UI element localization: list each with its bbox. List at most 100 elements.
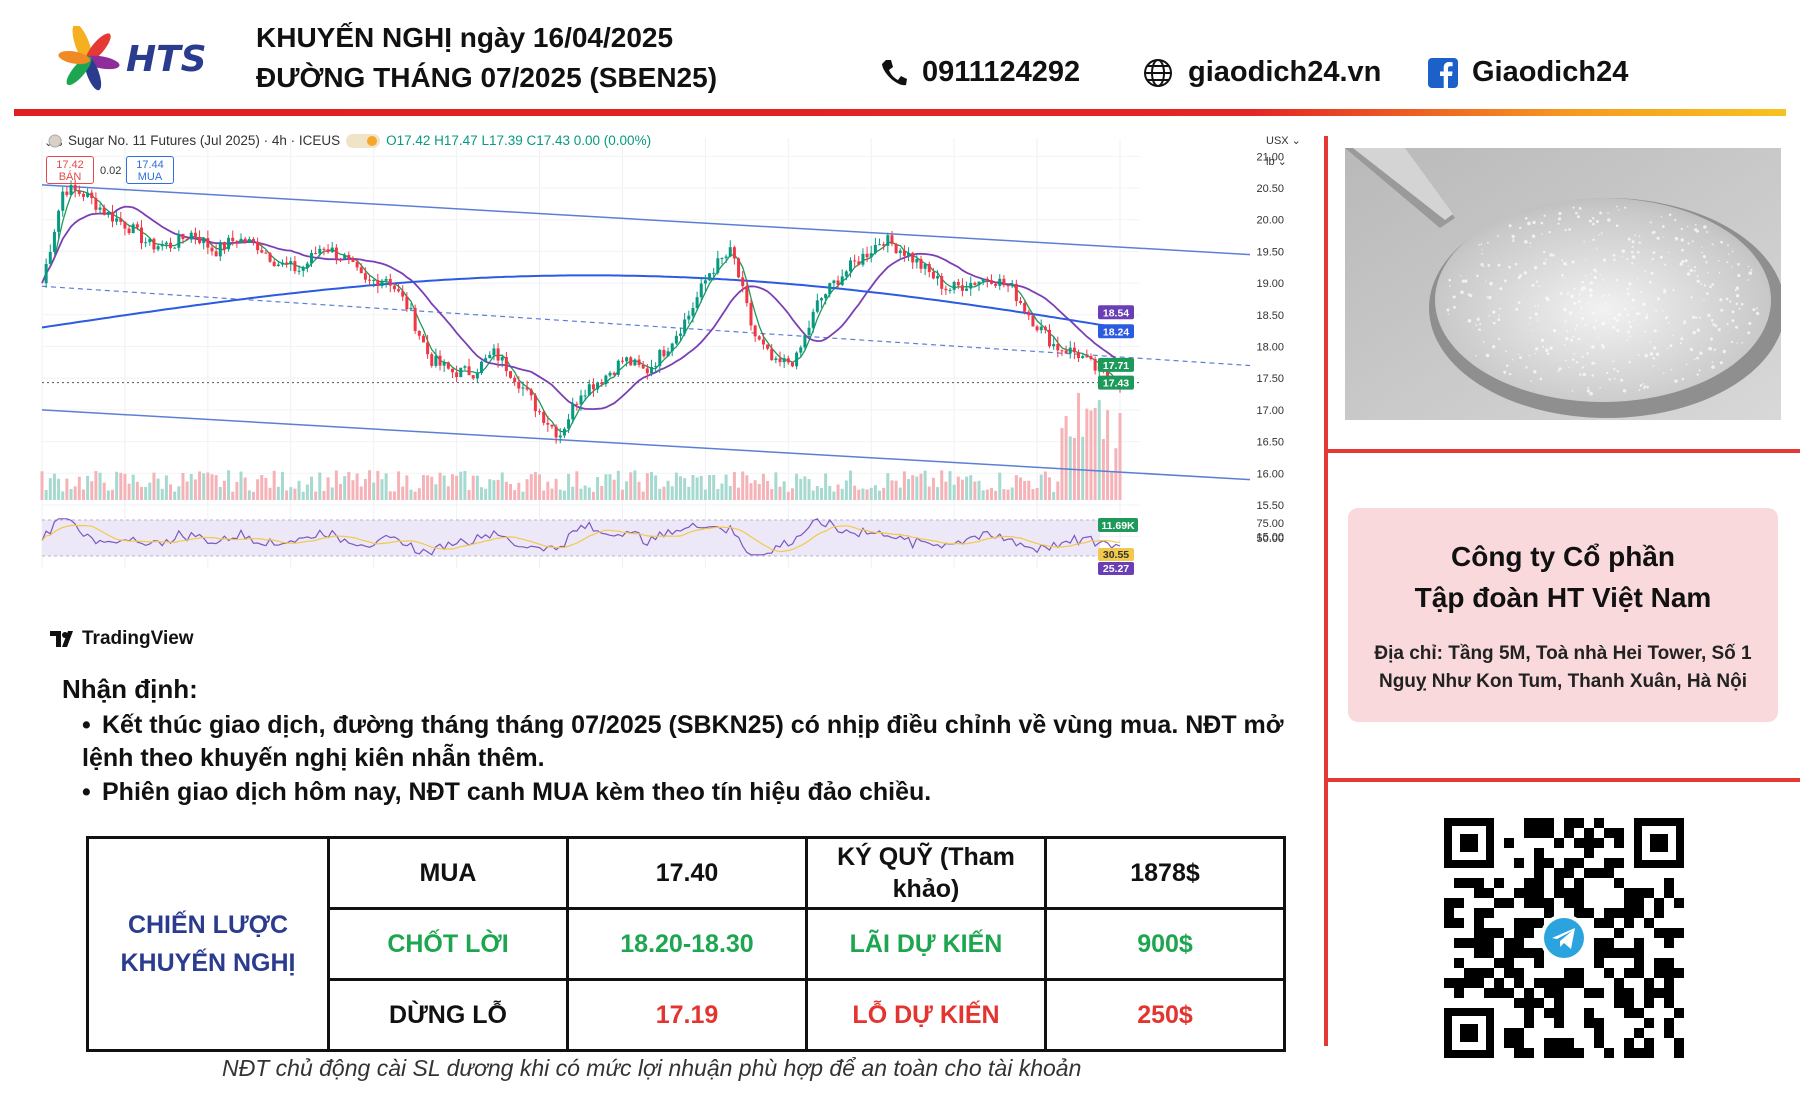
sugar-grain xyxy=(1599,211,1603,215)
candle-body xyxy=(529,389,533,396)
phone-contact[interactable]: 0911124292 xyxy=(880,56,1080,89)
sugar-grain xyxy=(1701,251,1703,254)
volume-bar xyxy=(351,480,355,500)
qr-module xyxy=(1634,1008,1644,1018)
candle-body xyxy=(1002,278,1006,286)
sugar-grain xyxy=(1652,230,1656,234)
company-card: Công ty Cổ phần Tập đoàn HT Việt Nam Địa… xyxy=(1348,508,1778,722)
candle-body xyxy=(533,395,537,412)
volume-bar xyxy=(504,481,508,500)
price-tag: 18.24 xyxy=(1098,324,1134,339)
sugar-grain xyxy=(1601,345,1605,349)
qr-module xyxy=(1534,858,1544,868)
sugar-grain xyxy=(1573,287,1576,290)
candle-body xyxy=(575,403,579,405)
volume-bar xyxy=(185,481,189,500)
unit-select[interactable]: lb ⌄ xyxy=(1266,156,1287,168)
sugar-grain xyxy=(1592,312,1595,315)
sugar-grain xyxy=(1592,217,1595,220)
volume-bar xyxy=(301,491,305,500)
sugar-grain xyxy=(1524,217,1528,220)
candle-body xyxy=(164,242,168,245)
volume-bar xyxy=(902,471,906,500)
candle-body xyxy=(1043,326,1047,330)
volume-bar xyxy=(152,472,156,500)
volume-bar xyxy=(625,481,629,500)
price-chart[interactable]: 21.00 20.50 20.00 19.50 19.00 18.50 18.00 17.50… xyxy=(40,128,1320,658)
qr-module xyxy=(1614,858,1624,868)
candle-body xyxy=(633,359,637,366)
strategy-table: CHIẾN LƯỢC KHUYẾN NGHỊ MUA 17.40 KÝ QUỸ … xyxy=(86,836,1286,1052)
sugar-grain xyxy=(1707,313,1711,317)
qr-module xyxy=(1464,978,1474,988)
sugar-grain xyxy=(1459,275,1462,277)
currency-select[interactable]: USX ⌄ xyxy=(1266,135,1301,147)
sugar-grain xyxy=(1532,330,1534,332)
sugar-grain xyxy=(1533,266,1538,270)
sugar-grain xyxy=(1646,313,1649,316)
candle-body xyxy=(57,210,61,232)
candle-body xyxy=(936,276,940,279)
volume-bar xyxy=(956,476,960,500)
buy-button[interactable]: 17.44 MUA xyxy=(126,156,174,184)
chart-symbol-bar[interactable]: Sugar No. 11 Futures (Jul 2025) · 4h · I… xyxy=(48,133,651,148)
sugar-grain xyxy=(1672,289,1675,292)
candle-body xyxy=(148,238,152,243)
sugar-grain xyxy=(1533,370,1537,374)
sugar-grain xyxy=(1527,221,1531,226)
sugar-grain xyxy=(1546,352,1550,355)
sugar-grain xyxy=(1626,301,1628,304)
qr-module xyxy=(1534,998,1544,1008)
instrument-title: ĐƯỜNG THÁNG 07/2025 (SBEN25) xyxy=(256,62,718,93)
candle-body xyxy=(492,348,496,355)
candle-body xyxy=(902,250,906,256)
qr-module xyxy=(1544,828,1554,838)
volume-bar xyxy=(662,486,666,500)
volume-bar xyxy=(247,490,251,500)
telegram-qr-code[interactable] xyxy=(1444,818,1684,1058)
sugar-grain xyxy=(1591,361,1595,365)
volume-bar xyxy=(455,475,459,500)
candle-body xyxy=(110,211,114,222)
sugar-grain xyxy=(1680,238,1684,242)
candle-body xyxy=(123,221,127,229)
qr-module xyxy=(1654,928,1664,938)
sugar-grain xyxy=(1652,357,1656,360)
volume-bar xyxy=(679,476,683,500)
website-link[interactable]: giaodich24.vn xyxy=(1142,56,1381,89)
qr-module xyxy=(1534,888,1544,898)
table-row: CHIẾN LƯỢC KHUYẾN NGHỊ MUA 17.40 KÝ QUỸ … xyxy=(86,836,1286,1052)
sugar-grain xyxy=(1710,337,1713,341)
qr-module xyxy=(1664,968,1674,978)
sugar-grain xyxy=(1752,308,1756,312)
sugar-grain xyxy=(1506,365,1508,368)
candle-body xyxy=(127,228,131,234)
sugar-grain xyxy=(1731,266,1733,268)
sugar-grain xyxy=(1467,293,1471,296)
sugar-grain xyxy=(1572,206,1575,209)
sell-button[interactable]: 17.42 BÁN xyxy=(46,156,94,184)
candle-body xyxy=(977,281,981,285)
volume-bar xyxy=(824,473,828,500)
qr-module xyxy=(1584,988,1594,998)
candle-body xyxy=(670,343,674,352)
volume-bar xyxy=(1023,481,1027,500)
candle-body xyxy=(807,327,811,336)
qr-module xyxy=(1524,918,1534,928)
volume-bar xyxy=(243,477,247,500)
volume-bar xyxy=(48,478,52,500)
sugar-grain xyxy=(1735,302,1739,306)
facebook-link[interactable]: Giaodich24 xyxy=(1428,56,1628,89)
qr-module xyxy=(1644,888,1654,898)
qr-module xyxy=(1564,828,1574,838)
sugar-grain xyxy=(1534,353,1536,355)
candle-body xyxy=(496,348,500,361)
sugar-grain xyxy=(1519,274,1522,278)
sugar-grain xyxy=(1573,353,1576,355)
candle-body xyxy=(886,235,890,246)
sugar-grain xyxy=(1536,320,1539,322)
sugar-grain xyxy=(1663,290,1667,294)
qr-module xyxy=(1534,868,1544,878)
qr-module xyxy=(1664,888,1674,898)
volume-bar xyxy=(940,470,944,500)
